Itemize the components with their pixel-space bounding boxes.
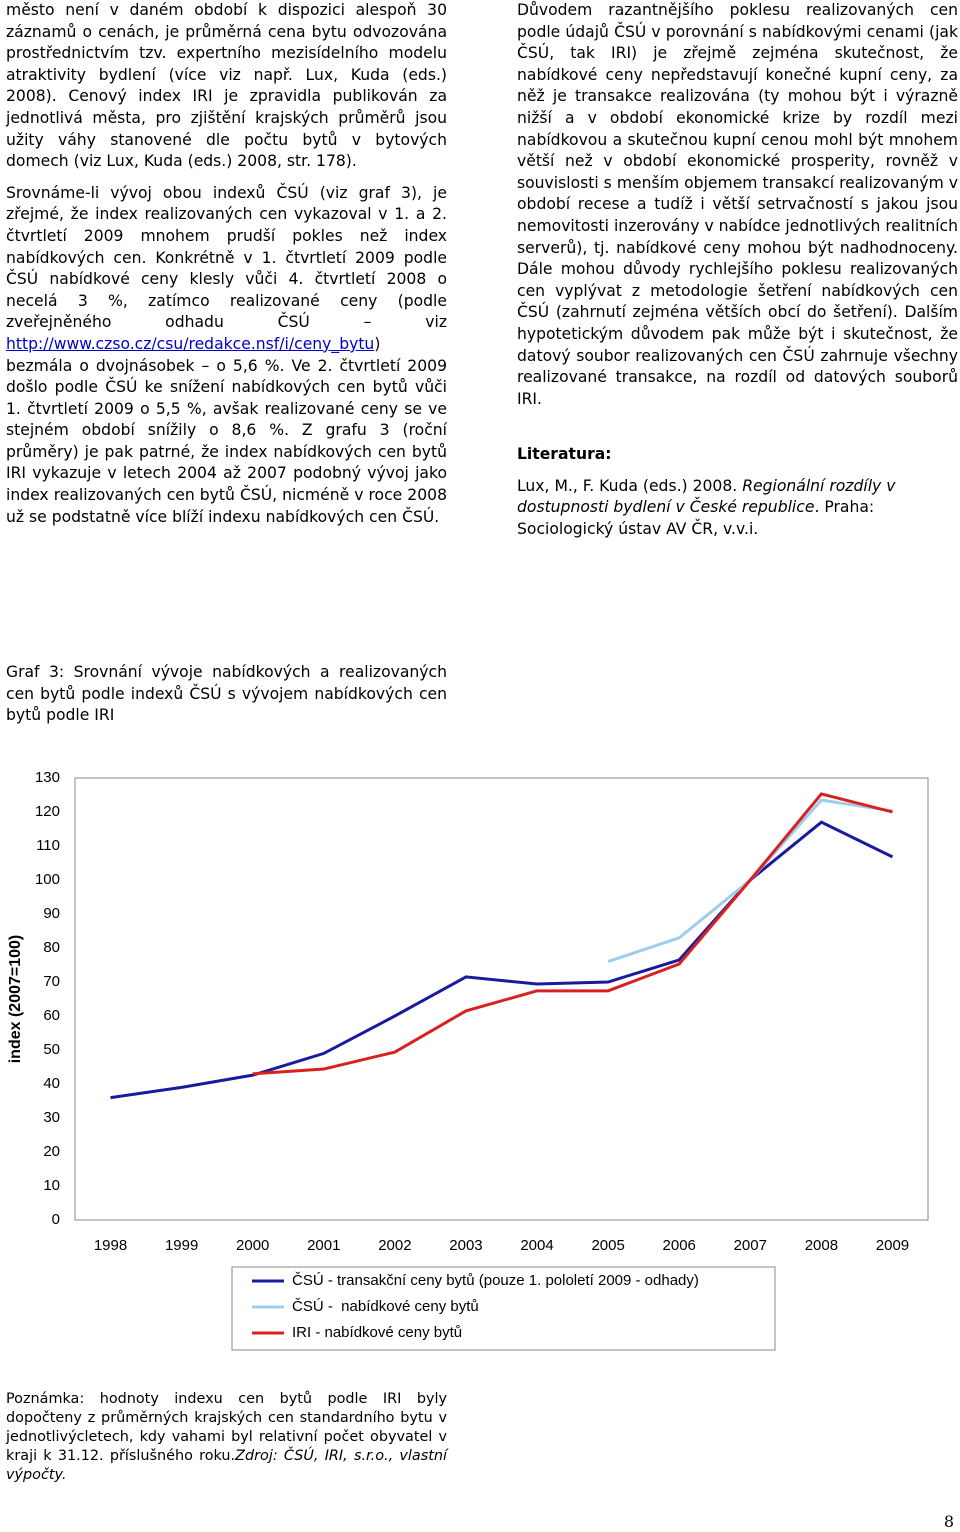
y-axis-label: index (2007=100) bbox=[7, 935, 24, 1064]
text: Srovnáme-li vývoj obou indexů ČSÚ (viz g… bbox=[6, 183, 447, 332]
x-tick-label: 2001 bbox=[307, 1237, 340, 1254]
series-line bbox=[252, 792, 893, 1076]
text: . Praha: Sociologický ústav AV ČR, v.v.i… bbox=[517, 498, 875, 539]
chart: index (2007=100) 0 10 20 30 40 50 60 70 80 90 100 11… bbox=[7, 769, 929, 1351]
y-tick-label: 40 bbox=[43, 1075, 60, 1092]
y-tick-label: 20 bbox=[43, 1143, 60, 1160]
text: ) bezmála o dvojnásobek – o 5,6 %. Ve 2.… bbox=[6, 334, 447, 526]
plot-area bbox=[74, 777, 929, 1221]
note: Poznámka: hodnoty indexu cen bytů podle … bbox=[6, 1390, 447, 1485]
left-column: město není v daném období k dispozici al… bbox=[6, 0, 447, 538]
legend-label: ČSÚ - nabídkové ceny bytů bbox=[292, 1298, 479, 1315]
paragraph: Důvodem razantnějšího poklesu realizovan… bbox=[517, 1, 958, 408]
legend-label: ČSÚ - transakční ceny bytů (pouze 1. pol… bbox=[292, 1272, 699, 1289]
page-number: 8 bbox=[943, 1512, 954, 1531]
reference: Lux, M., F. Kuda (eds.) 2008. Regionální… bbox=[517, 476, 958, 541]
x-tick-label: 2003 bbox=[449, 1237, 482, 1254]
heading: Literatura: bbox=[517, 445, 612, 464]
x-tick-label: 2002 bbox=[378, 1237, 411, 1254]
paragraph: město není v daném období k dispozici al… bbox=[6, 1, 447, 171]
y-tick-label: 30 bbox=[43, 1109, 60, 1126]
y-tick-label: 60 bbox=[43, 1007, 60, 1024]
y-tick-label: 100 bbox=[35, 871, 60, 888]
y-tick-label: 90 bbox=[43, 905, 60, 922]
x-tick-label: 2000 bbox=[236, 1237, 269, 1254]
text: Poznámka: hodnoty indexu cen bytů podle … bbox=[6, 1391, 447, 1464]
y-tick-label: 50 bbox=[43, 1041, 60, 1058]
x-tick-label: 1999 bbox=[165, 1237, 198, 1254]
legend-label: IRI - nabídkové ceny bytů bbox=[292, 1324, 462, 1341]
y-tick-label: 130 bbox=[35, 769, 60, 786]
text: Lux, M., F. Kuda (eds.) 2008. bbox=[517, 476, 738, 495]
title: Regionální rozdíly v dostupnosti bydlení… bbox=[517, 476, 896, 517]
y-tick-label: 80 bbox=[43, 939, 60, 956]
series-line bbox=[110, 820, 894, 1100]
y-tick-label: 10 bbox=[43, 1177, 60, 1194]
x-tick-label: 2009 bbox=[876, 1237, 909, 1254]
y-tick-label: 110 bbox=[36, 837, 60, 854]
x-tick-label: 2006 bbox=[663, 1237, 696, 1254]
caption: Graf 3: Srovnání vývoje nabídkových a re… bbox=[6, 663, 447, 725]
right-column: Důvodem razantnějšího poklesu realizovan… bbox=[517, 0, 958, 551]
x-tick-label: 2005 bbox=[591, 1237, 624, 1254]
x-tick-label: 2007 bbox=[734, 1237, 767, 1254]
source: Zdroj: ČSÚ, IRI, s.r.o., vlastní výpočty… bbox=[6, 1448, 447, 1483]
paragraph: Srovnáme-li vývoj obou indexů ČSÚ (viz g… bbox=[6, 183, 447, 529]
x-tick-label: 2004 bbox=[520, 1237, 553, 1254]
x-tick-label: 2008 bbox=[805, 1237, 838, 1254]
y-tick-label: 70 bbox=[43, 973, 60, 990]
link[interactable]: http://www.czso.cz/csu/redakce.nsf/i/cen… bbox=[6, 334, 375, 353]
y-tick-label: 120 bbox=[35, 803, 60, 820]
x-tick-label: 1998 bbox=[94, 1237, 127, 1254]
legend-box bbox=[231, 1266, 776, 1351]
y-tick-label: 0 bbox=[52, 1211, 60, 1228]
